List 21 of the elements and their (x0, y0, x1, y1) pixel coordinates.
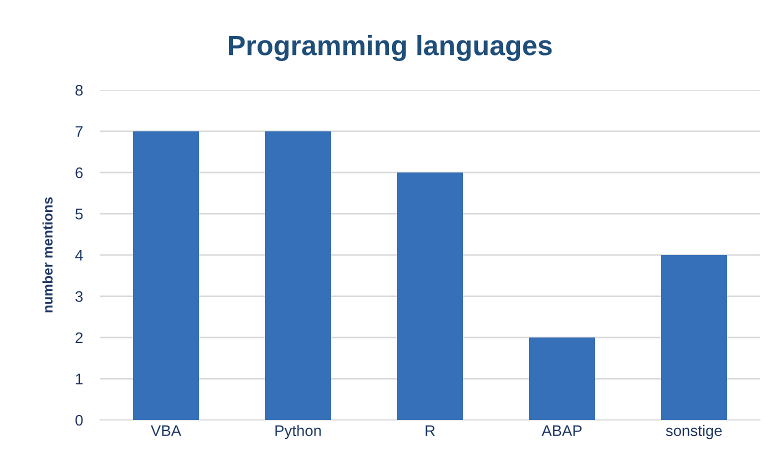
bar (133, 131, 199, 420)
y-tick-label: 1 (76, 374, 83, 384)
x-tick-label: VBA (150, 425, 182, 436)
x-tick-label: sonstige (666, 424, 722, 440)
bar (265, 131, 331, 420)
bar (661, 255, 727, 420)
x-tick-label: ABAP (542, 425, 582, 436)
bar (529, 338, 595, 420)
y-tick-label: 3 (75, 291, 83, 302)
x-tick-label: R (426, 425, 435, 436)
x-tick-label: Python (275, 424, 321, 440)
y-tick-label: 8 (76, 84, 83, 96)
y-tick-label: 7 (76, 126, 83, 137)
y-axis-title: number mentions (42, 197, 53, 312)
y-tick-label: 2 (76, 332, 83, 344)
bar (397, 172, 463, 420)
y-tick-label: 0 (75, 414, 83, 426)
y-tick-label: 6 (76, 167, 83, 178)
y-tick-label: 4 (75, 250, 83, 261)
y-tick-label: 5 (75, 208, 83, 220)
chart-title: Programming languages (229, 34, 552, 62)
